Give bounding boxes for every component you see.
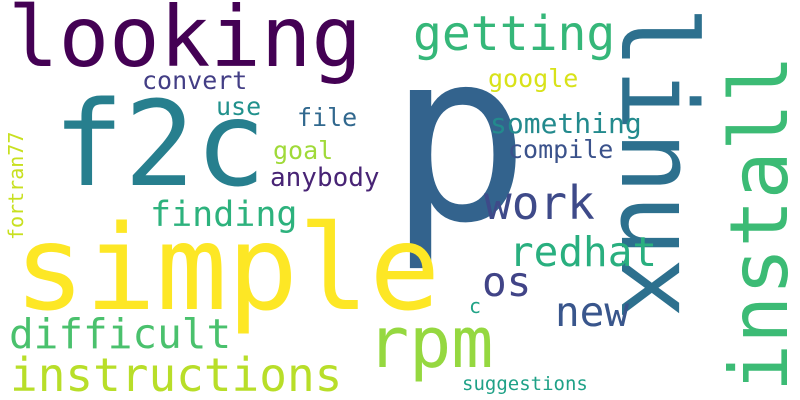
word-work: work: [484, 180, 595, 226]
word-new: new: [555, 292, 629, 333]
word-instructions: instructions: [10, 352, 342, 398]
word-c: c: [469, 296, 481, 316]
word-os: os: [482, 262, 531, 303]
word-getting: getting: [413, 10, 615, 58]
word-finding: finding: [150, 198, 298, 233]
word-install: install: [720, 55, 800, 392]
word-fortran77: fortran77: [6, 132, 26, 240]
word-file: file: [297, 105, 357, 130]
word-google: google: [488, 66, 578, 91]
word-goal: goal: [273, 138, 333, 163]
word-rpm: rpm: [367, 308, 493, 378]
word-compile: compile: [508, 137, 613, 162]
word-use: use: [216, 94, 261, 119]
word-suggestions: suggestions: [462, 375, 588, 394]
word-convert: convert: [142, 68, 247, 93]
word-difficult: difficult: [9, 314, 231, 355]
word-something: something: [490, 110, 642, 138]
word-anybody: anybody: [270, 165, 380, 191]
